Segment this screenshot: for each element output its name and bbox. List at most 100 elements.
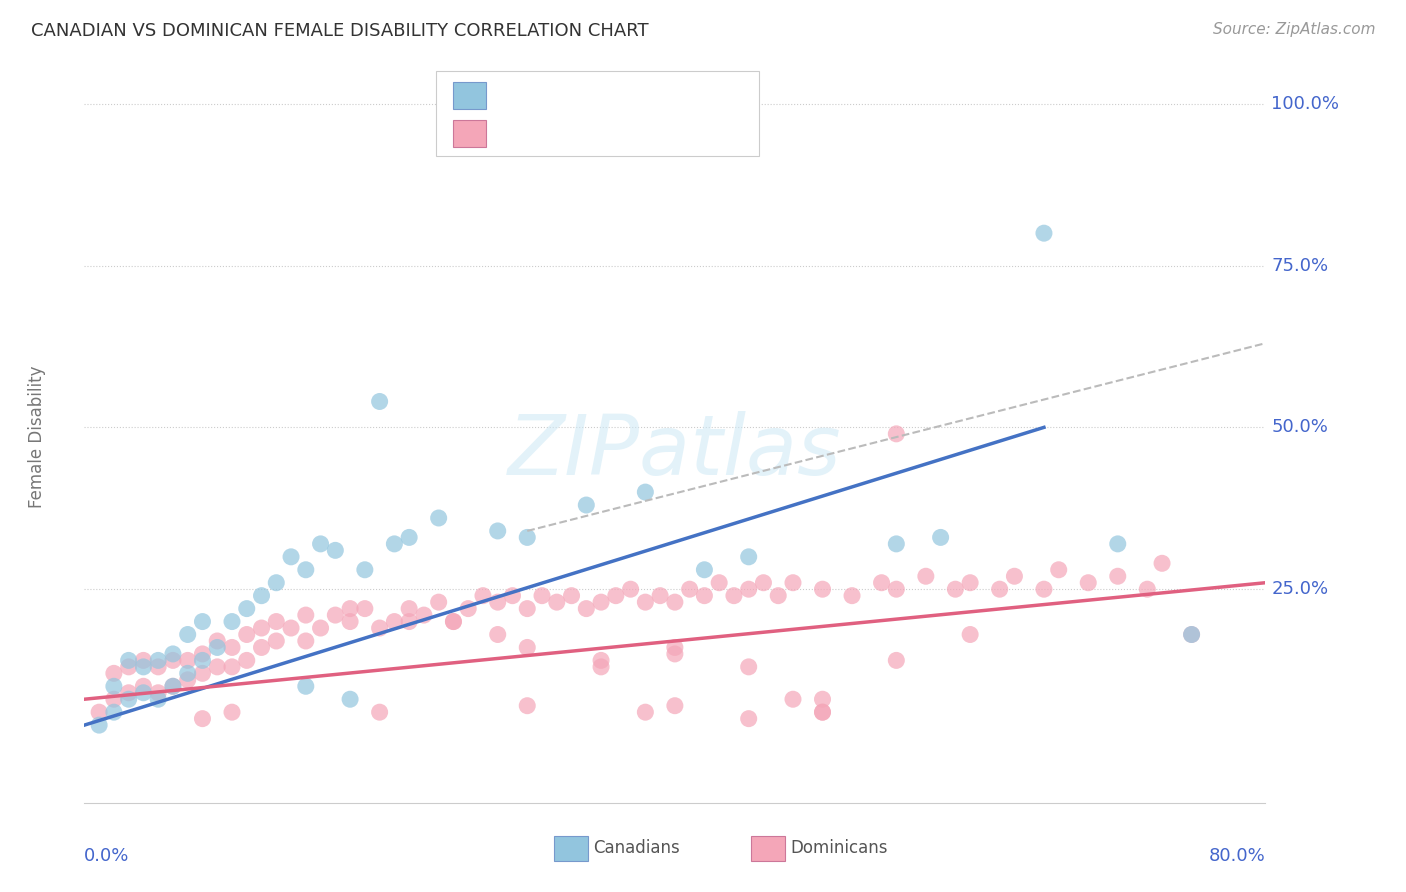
Point — [221, 705, 243, 719]
Text: Female Disability: Female Disability — [28, 366, 46, 508]
Point — [236, 601, 259, 615]
Point — [782, 692, 804, 706]
Point — [221, 660, 243, 674]
Point — [266, 575, 288, 590]
Point — [368, 621, 391, 635]
Point — [709, 575, 731, 590]
Point — [398, 615, 420, 629]
Point — [634, 705, 657, 719]
Point — [664, 647, 686, 661]
Point — [472, 589, 495, 603]
Point — [354, 563, 377, 577]
Point — [723, 589, 745, 603]
Point — [295, 563, 318, 577]
Point — [132, 653, 155, 667]
Point — [354, 601, 377, 615]
Point — [250, 589, 273, 603]
Text: 0.530: 0.530 — [527, 87, 579, 104]
Point — [870, 575, 893, 590]
Point — [886, 537, 908, 551]
Point — [118, 660, 141, 674]
Point — [886, 653, 908, 667]
Point — [250, 621, 273, 635]
Point — [1033, 226, 1056, 240]
Point — [886, 426, 908, 441]
Point — [325, 608, 347, 623]
Text: 0.332: 0.332 — [527, 124, 581, 142]
Point — [103, 679, 125, 693]
Point — [811, 582, 834, 597]
Point — [413, 608, 436, 623]
Point — [427, 511, 450, 525]
Point — [398, 601, 420, 615]
Point — [132, 679, 155, 693]
Point — [634, 485, 657, 500]
Point — [87, 705, 111, 719]
Point — [693, 563, 716, 577]
Point — [280, 549, 302, 564]
Point — [191, 712, 214, 726]
Point — [87, 718, 111, 732]
Point — [443, 615, 465, 629]
Text: Canadians: Canadians — [593, 839, 681, 857]
Point — [1136, 582, 1159, 597]
Point — [1077, 575, 1099, 590]
Point — [309, 621, 332, 635]
Point — [516, 698, 538, 713]
Point — [368, 705, 391, 719]
Text: Source: ZipAtlas.com: Source: ZipAtlas.com — [1212, 22, 1375, 37]
Point — [339, 601, 361, 615]
Point — [516, 601, 538, 615]
Text: CANADIAN VS DOMINICAN FEMALE DISABILITY CORRELATION CHART: CANADIAN VS DOMINICAN FEMALE DISABILITY … — [31, 22, 648, 40]
Point — [605, 589, 627, 603]
Point — [309, 537, 332, 551]
Point — [162, 679, 184, 693]
Point — [486, 595, 509, 609]
Point — [177, 673, 200, 687]
Point — [191, 653, 214, 667]
Point — [191, 615, 214, 629]
Point — [634, 595, 657, 609]
Point — [443, 615, 465, 629]
Point — [339, 615, 361, 629]
Point — [1047, 563, 1070, 577]
Point — [162, 679, 184, 693]
Point — [162, 647, 184, 661]
Text: 80.0%: 80.0% — [1209, 847, 1265, 864]
Point — [988, 582, 1011, 597]
Point — [591, 660, 613, 674]
Point — [382, 537, 406, 551]
Point — [118, 692, 141, 706]
Point — [191, 666, 214, 681]
Point — [516, 640, 538, 655]
Point — [1181, 627, 1204, 641]
Point — [280, 621, 302, 635]
Point — [221, 640, 243, 655]
Point — [162, 653, 184, 667]
Point — [738, 712, 761, 726]
Point — [782, 575, 804, 590]
Point — [531, 589, 554, 603]
Point — [915, 569, 938, 583]
Point — [591, 595, 613, 609]
Point — [103, 692, 125, 706]
Point — [177, 653, 200, 667]
Point — [266, 615, 288, 629]
Point — [457, 601, 479, 615]
Point — [207, 634, 229, 648]
Point — [945, 582, 967, 597]
Text: R =: R = — [494, 87, 530, 104]
Point — [103, 705, 125, 719]
Text: ZIPatlas: ZIPatlas — [508, 411, 842, 492]
Point — [118, 686, 141, 700]
Point — [295, 608, 318, 623]
Point — [118, 653, 141, 667]
Point — [250, 640, 273, 655]
Point — [516, 530, 538, 544]
Point — [664, 640, 686, 655]
Point — [486, 524, 509, 538]
Point — [266, 634, 288, 648]
Point — [103, 666, 125, 681]
Point — [177, 666, 200, 681]
Point — [886, 582, 908, 597]
